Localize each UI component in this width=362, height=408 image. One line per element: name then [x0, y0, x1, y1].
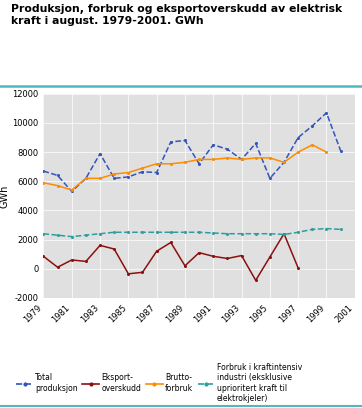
Y-axis label: GWh: GWh [0, 184, 9, 208]
Text: Produksjon, forbruk og eksportoverskudd av elektrisk
kraft i august. 1979-2001. : Produksjon, forbruk og eksportoverskudd … [11, 4, 342, 26]
Legend: Total
produksjon, Eksport-
overskudd, Brutto-
forbruk, Forbruk i kraftintensiv
i: Total produksjon, Eksport- overskudd, Br… [16, 363, 302, 403]
